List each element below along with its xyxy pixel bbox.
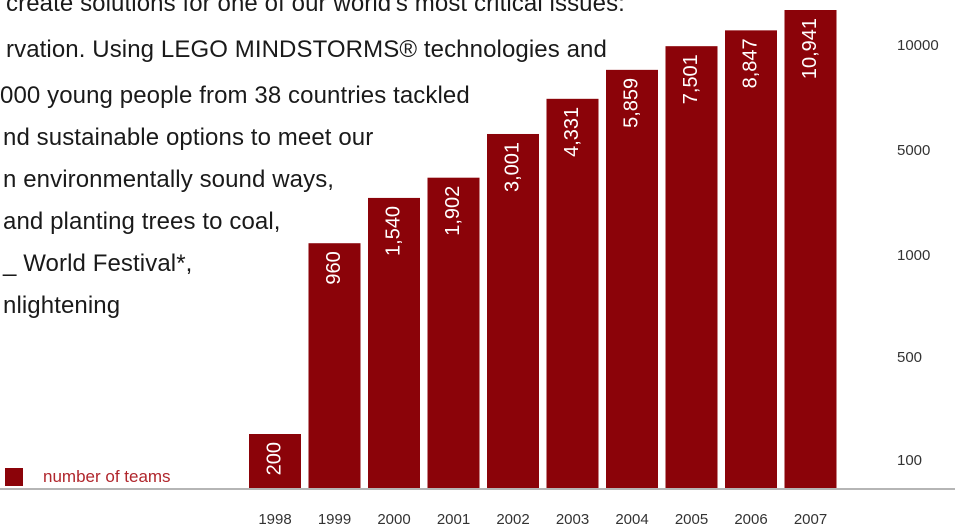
bar-value-label: 4,331	[561, 107, 583, 157]
bar-value-label: 960	[323, 251, 345, 284]
x-tick-label: 2007	[794, 511, 827, 528]
bar-2006	[725, 30, 777, 488]
y-tick-label: 100	[897, 452, 922, 469]
y-tick-label: 10000	[897, 37, 939, 54]
bar-value-label: 8,847	[739, 38, 761, 88]
bar-value-label: 5,859	[620, 78, 642, 128]
x-tick-label: 2003	[556, 511, 589, 528]
chart-legend: number of teams	[5, 467, 171, 487]
bar-2007	[784, 10, 837, 488]
bar-2002	[487, 133, 539, 488]
x-tick-label: 2006	[734, 511, 767, 528]
bar-value-label: 3,001	[501, 142, 523, 192]
bar-2000	[368, 197, 420, 488]
x-tick-label: 2005	[675, 511, 708, 528]
legend-label: number of teams	[43, 467, 171, 486]
bar-value-label: 1,540	[382, 206, 404, 256]
x-tick-label: 1998	[258, 511, 291, 528]
bar-2005	[665, 46, 718, 489]
y-tick-label: 5000	[897, 142, 930, 159]
bar-value-label: 1,902	[442, 186, 464, 236]
bar-1998	[249, 434, 301, 488]
y-tick-label: 500	[897, 349, 922, 366]
bar-2003	[546, 98, 599, 488]
x-tick-label: 2000	[377, 511, 410, 528]
x-tick-label: 1999	[318, 511, 351, 528]
bar-2004	[606, 69, 658, 489]
x-tick-label: 2001	[437, 511, 470, 528]
bar-2001	[427, 177, 480, 488]
bar-1999	[308, 243, 361, 488]
bar-value-label: 7,501	[680, 54, 702, 104]
bar-value-label: 200	[263, 442, 285, 475]
x-tick-label: 2004	[615, 511, 648, 528]
legend-swatch	[5, 468, 23, 486]
y-tick-label: 1000	[897, 247, 930, 264]
bar-value-label: 10,941	[799, 18, 821, 79]
x-tick-label: 2002	[496, 511, 529, 528]
